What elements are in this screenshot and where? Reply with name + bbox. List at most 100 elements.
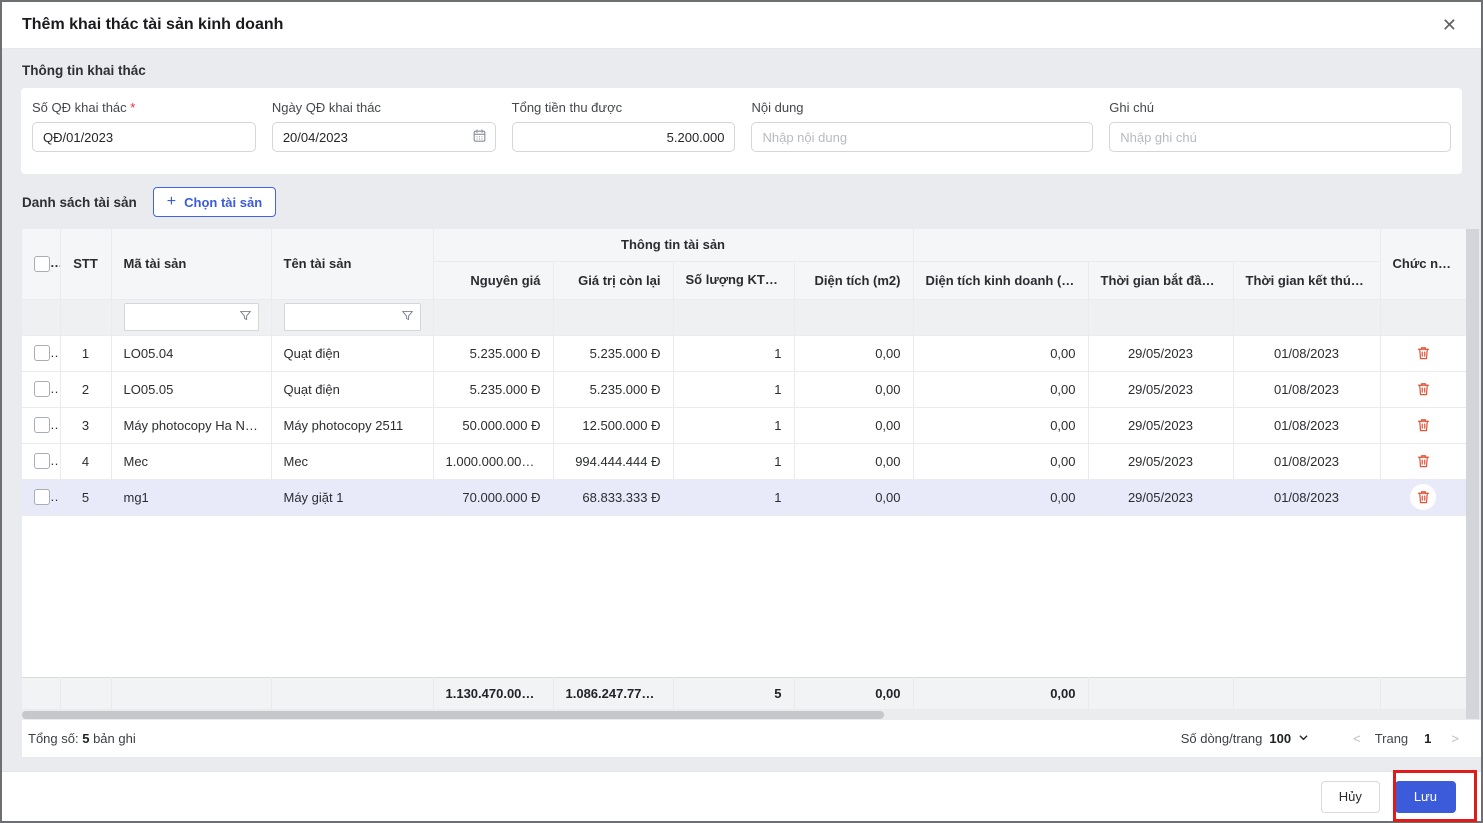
horizontal-scrollbar-thumb[interactable]	[22, 710, 884, 719]
field-decision-date: Ngày QĐ khai thác	[271, 100, 496, 174]
trash-icon	[1417, 491, 1429, 504]
table-row-selected[interactable]: 5 mg1 Máy giặt 1 70.000.000 Đ 68.833.333…	[22, 479, 1467, 516]
filter-code-cell	[111, 299, 272, 336]
cell-business-area: 0,00	[913, 443, 1089, 480]
delete-row-button[interactable]	[1410, 376, 1436, 402]
cell-stt: 5	[60, 479, 112, 516]
delete-row-button[interactable]	[1410, 412, 1436, 438]
cancel-button[interactable]: Hủy	[1320, 780, 1380, 813]
assets-table: STT Mã tài sản Tên tài sản Thông tin tài…	[22, 229, 1467, 720]
cell-business-area: 0,00	[913, 335, 1089, 372]
header-stt: STT	[60, 229, 112, 300]
totals-row: 1.130.470.000 Đ 1.086.247.777 Đ 5 0,00 0…	[22, 676, 1467, 710]
header-actions: Chức năng	[1380, 229, 1467, 300]
filter-icon[interactable]	[239, 309, 252, 325]
row-checkbox[interactable]	[34, 453, 50, 470]
cell-end-date[interactable]: 01/08/2023	[1233, 371, 1381, 408]
filter-empty-cell	[1233, 299, 1381, 336]
cell-code: LO05.04	[111, 335, 272, 372]
row-checkbox[interactable]	[34, 381, 50, 398]
prev-page-button[interactable]: <	[1349, 731, 1365, 746]
cell-cost: 50.000.000 Đ	[433, 407, 554, 444]
content-label: Nội dung	[751, 100, 804, 115]
total-qty: 5	[673, 676, 795, 710]
cell-stt: 2	[60, 371, 112, 408]
cell-business-area: 0,00	[913, 371, 1089, 408]
chevron-down-icon	[1298, 731, 1309, 746]
cell-name: Mec	[271, 443, 434, 480]
rows-per-page-label: Số dòng/trang	[1180, 730, 1263, 746]
table-row[interactable]: 3 Máy photocopy Ha Noi ... Máy photocopy…	[22, 407, 1467, 444]
cell-end-date[interactable]: 01/08/2023	[1233, 443, 1381, 480]
cell-start-date[interactable]: 29/05/2023	[1088, 335, 1234, 372]
table-row[interactable]: 1 LO05.04 Quạt điện 5.235.000 Đ 5.235.00…	[22, 335, 1467, 372]
calendar-icon[interactable]	[472, 128, 487, 146]
decision-number-input[interactable]	[32, 122, 256, 152]
cell-name: Quạt điện	[271, 335, 434, 372]
cell-start-date[interactable]: 29/05/2023	[1088, 407, 1234, 444]
save-button[interactable]: Lưu	[1394, 780, 1456, 813]
table-row[interactable]: 4 Mec Mec 1.000.000.000 Đ 994.444.444 Đ …	[22, 443, 1467, 480]
next-page-button[interactable]: >	[1447, 731, 1463, 746]
trash-icon	[1417, 347, 1429, 360]
select-all-cell	[22, 229, 61, 300]
cell-remaining: 994.444.444 Đ	[553, 443, 674, 480]
assets-table-zone: STT Mã tài sản Tên tài sản Thông tin tài…	[22, 229, 1481, 720]
cell-code: mg1	[111, 479, 272, 516]
info-icon[interactable]	[768, 272, 782, 289]
header-end: Thời gian kết thúc (*)	[1233, 261, 1381, 300]
field-total-collected: Tổng tiền thu được	[511, 100, 736, 174]
header-start: Thời gian bắt đầu (*)	[1088, 261, 1234, 300]
decision-number-label: Số QĐ khai thác	[32, 100, 127, 115]
delete-row-button[interactable]	[1410, 340, 1436, 366]
name-filter-input[interactable]	[292, 309, 401, 325]
filter-empty-cell	[1088, 299, 1234, 336]
vertical-scrollbar[interactable]	[1466, 229, 1479, 719]
cell-cost: 5.235.000 Đ	[433, 335, 554, 372]
filter-name-cell	[271, 299, 434, 336]
trash-icon	[1417, 383, 1429, 396]
close-icon[interactable]: ✕	[1441, 15, 1457, 35]
row-checkbox[interactable]	[34, 345, 50, 362]
filter-empty-cell	[22, 299, 61, 336]
cell-end-date[interactable]: 01/08/2023	[1233, 335, 1381, 372]
field-content: Nội dung	[751, 100, 1094, 174]
field-note: Ghi chú	[1109, 100, 1451, 174]
decision-date-label: Ngày QĐ khai thác	[271, 100, 381, 115]
cell-area: 0,00	[794, 407, 914, 444]
select-asset-button[interactable]: + Chọn tài sản	[152, 187, 277, 217]
note-input[interactable]	[1109, 122, 1451, 152]
select-all-checkbox[interactable]	[34, 256, 50, 273]
filter-empty-cell	[913, 299, 1089, 336]
rows-per-page-select[interactable]: Số dòng/trang 100	[1181, 731, 1309, 746]
cell-start-date[interactable]: 29/05/2023	[1088, 479, 1234, 516]
header-group-asset-info: Thông tin tài sản	[433, 229, 914, 262]
row-checkbox[interactable]	[34, 489, 50, 506]
table-row[interactable]: 2 LO05.05 Quạt điện 5.235.000 Đ 5.235.00…	[22, 371, 1467, 408]
section-title-exploitation-info: Thông tin khai thác	[22, 63, 146, 78]
cell-start-date[interactable]: 29/05/2023	[1088, 443, 1234, 480]
plus-icon: +	[166, 193, 177, 210]
row-checkbox[interactable]	[34, 417, 50, 434]
trash-icon	[1417, 455, 1429, 468]
delete-row-button[interactable]	[1410, 448, 1436, 474]
cell-start-date[interactable]: 29/05/2023	[1088, 371, 1234, 408]
decision-date-input[interactable]	[282, 129, 466, 145]
table-footer-bar: Tổng số: 5 bản ghi Số dòng/trang 100 < T…	[22, 719, 1481, 757]
cell-end-date[interactable]: 01/08/2023	[1233, 407, 1381, 444]
code-filter-input[interactable]	[132, 309, 239, 325]
content-input[interactable]	[751, 122, 1094, 152]
filter-icon[interactable]	[401, 309, 414, 325]
delete-row-button[interactable]	[1410, 484, 1437, 510]
total-collected-input[interactable]	[511, 122, 736, 152]
cell-name: Máy giặt 1	[271, 479, 434, 516]
cell-end-date[interactable]: 01/08/2023	[1233, 479, 1381, 516]
cell-qty: 1	[673, 479, 795, 516]
exploitation-form: Số QĐ khai thác * Ngày QĐ khai thác	[21, 88, 1462, 174]
required-marker: (*)	[1213, 272, 1227, 288]
horizontal-scrollbar[interactable]	[22, 709, 1466, 720]
total-cost: 1.130.470.000 Đ	[433, 676, 554, 710]
required-asterisk: *	[130, 100, 136, 115]
cell-remaining: 12.500.000 Đ	[553, 407, 674, 444]
